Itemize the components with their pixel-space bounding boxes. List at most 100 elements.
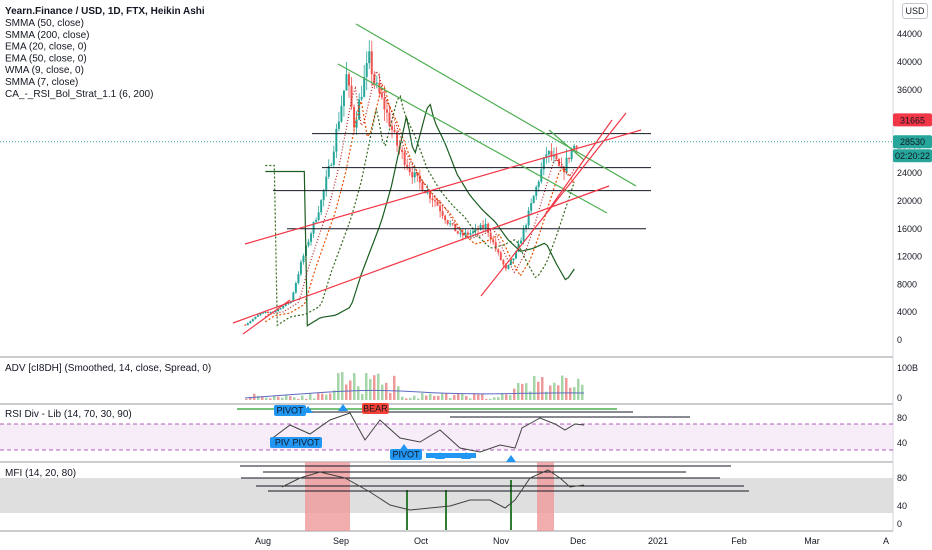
upper-price-tag-bg (893, 113, 932, 127)
adv-bar (357, 386, 360, 400)
adv-bar (389, 392, 392, 400)
adv-tick-label: 0 (897, 393, 902, 403)
candle-body (307, 241, 310, 246)
adv-bar (277, 396, 280, 400)
adv-bar (329, 393, 332, 400)
candle-body (504, 264, 507, 269)
indicator-legend-item: EMA (50, close, 0) (5, 53, 87, 64)
price-tick-label: 12000 (897, 252, 922, 262)
adv-bar (561, 375, 564, 400)
candle-body (254, 316, 257, 320)
candle-body (337, 121, 340, 129)
mfi-line (281, 469, 585, 511)
smma-50-line (265, 103, 575, 327)
candle-body (492, 239, 495, 243)
candle-body (408, 167, 411, 173)
countdown-tag: 02:20:22 (895, 151, 930, 161)
candle-body (385, 109, 388, 113)
red-trendline (232, 185, 610, 324)
indicator-legend-item: EMA (20, close, 0) (5, 42, 87, 53)
candle-body (431, 198, 434, 201)
candle-body (466, 232, 469, 235)
candle-body (406, 164, 409, 168)
pivot-label: PIVOT (276, 406, 304, 416)
candle-body (348, 74, 351, 86)
adv-bar (349, 380, 352, 400)
adv-bar (581, 384, 584, 400)
adv-bar (365, 373, 368, 400)
pivot-label: BEAR (363, 404, 388, 414)
adv-bar (505, 394, 508, 400)
adv-bar (333, 390, 336, 400)
candle-body (403, 152, 406, 165)
candle-body (547, 151, 550, 155)
ema-50-line (265, 94, 575, 327)
price-tick-label: 4000 (897, 307, 917, 317)
adv-bar (397, 386, 400, 400)
mfi-tick-label: 0 (897, 519, 902, 529)
adv-bar (401, 396, 404, 400)
candle-body (514, 251, 517, 259)
currency-button[interactable]: USD (902, 3, 928, 19)
mfi-red-zone (537, 462, 554, 531)
mfi-pane-title: MFI (14, 20, 80) (5, 468, 76, 479)
candle-body (532, 195, 535, 204)
candle-body (441, 211, 444, 216)
adv-bar (341, 372, 344, 400)
adv-bar (385, 382, 388, 400)
pivot-marker (303, 406, 313, 413)
candle-body (469, 233, 472, 235)
adv-bar (441, 393, 444, 400)
red-trendline (544, 119, 613, 216)
candle-body (365, 63, 368, 77)
adv-bar (485, 398, 488, 400)
adv-bar (533, 376, 536, 400)
adv-bar (525, 383, 528, 400)
candle-body (370, 51, 373, 75)
price-tick-label: 16000 (897, 224, 922, 234)
adv-bar (497, 397, 500, 400)
candle-body (471, 231, 474, 234)
candle-body (350, 85, 353, 107)
adv-pane-title: ADV [cI8DH] (Smoothed, 14, close, Spread… (5, 363, 211, 374)
pivot-label-bg (390, 449, 422, 460)
candle-body (322, 190, 325, 201)
adv-bar (289, 396, 292, 400)
candle-body (287, 303, 290, 305)
adv-bar (429, 393, 432, 400)
adv-bar (345, 384, 348, 400)
indicator-legend-item: SMMA (200, close) (5, 30, 89, 41)
candle-body (401, 149, 404, 153)
pivot-label: PIVOT (292, 438, 320, 448)
adv-bar (521, 383, 524, 400)
candle-body (325, 176, 328, 191)
candle-body (555, 155, 558, 160)
candle-body (284, 303, 287, 306)
candle-body (327, 165, 330, 177)
adv-bar (337, 373, 340, 400)
time-tick-label: 2021 (648, 536, 668, 546)
candle-body (375, 82, 378, 84)
adv-bar (457, 394, 460, 400)
candle-body (267, 311, 270, 313)
candle-body (413, 172, 416, 178)
adv-bar (465, 395, 468, 400)
green-trendline (548, 129, 585, 161)
adv-bar (481, 393, 484, 400)
candle-body (428, 191, 431, 199)
candle-body (537, 181, 540, 187)
candle-body (335, 128, 338, 152)
adv-bar (309, 393, 312, 400)
pivot-marker (399, 444, 409, 451)
candle-body (259, 313, 262, 316)
indicator-legend-item: SMMA (50, close) (5, 18, 84, 29)
adv-bar (537, 381, 540, 400)
candle-body (552, 155, 555, 157)
candle-body (461, 232, 464, 236)
adv-bar (513, 388, 516, 400)
candle-body (416, 172, 419, 176)
time-tick-label: Feb (731, 536, 747, 546)
adv-bar (257, 395, 260, 400)
candle-body (302, 255, 305, 263)
